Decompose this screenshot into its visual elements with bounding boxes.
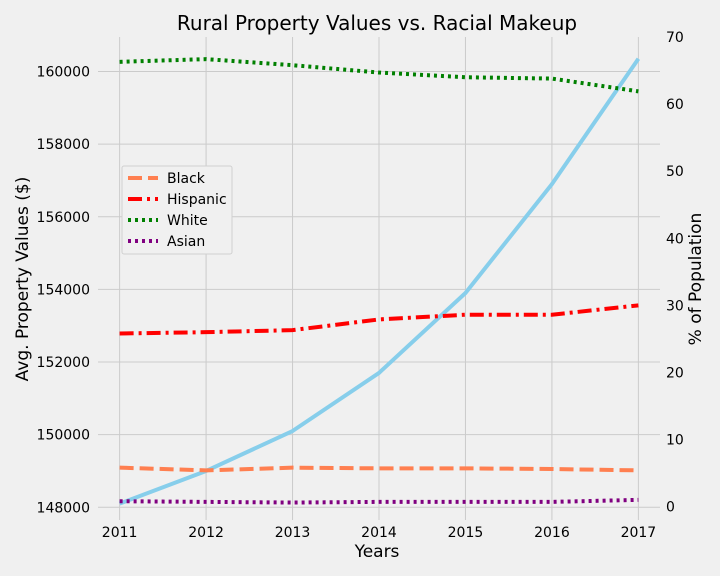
- right-tick-label: 0: [666, 500, 675, 516]
- series-line-black: [119, 465, 639, 473]
- series-line-white: [119, 57, 639, 94]
- x-tick-label: 2011: [102, 525, 138, 541]
- series: [118, 57, 641, 506]
- left-tick-label: 156000: [37, 210, 90, 226]
- right-tick-label: 40: [666, 231, 684, 247]
- right-tick-label: 50: [666, 164, 684, 180]
- legend-box: [121, 165, 233, 255]
- legend-label-black: Black: [167, 171, 206, 187]
- right-axis-ticks: 0 10 20 30 40 50 60 70: [666, 30, 684, 516]
- x-axis-label: Years: [354, 542, 400, 562]
- left-tick-label: 148000: [37, 500, 90, 516]
- right-tick-label: 20: [666, 365, 684, 381]
- left-tick-label: 158000: [37, 137, 90, 153]
- legend: Black Hispanic White Asian: [121, 165, 233, 255]
- x-tick-label: 2012: [188, 525, 224, 541]
- x-tick-label: 2015: [448, 525, 484, 541]
- series-line-hispanic: [119, 303, 639, 336]
- left-tick-label: 150000: [37, 428, 90, 444]
- left-tick-label: 152000: [37, 355, 90, 371]
- right-tick-label: 10: [666, 433, 684, 449]
- x-tick-label: 2013: [275, 525, 311, 541]
- left-tick-label: 160000: [37, 65, 90, 81]
- left-tick-label: 154000: [37, 282, 90, 298]
- legend-label-hispanic: Hispanic: [167, 192, 227, 208]
- left-axis-ticks: 148000 150000 152000 154000 156000 158000 1600…: [37, 65, 90, 517]
- series-line-asian: [119, 497, 639, 505]
- right-tick-label: 70: [666, 30, 684, 46]
- x-tick-label: 2016: [534, 525, 570, 541]
- right-tick-label: 30: [666, 298, 684, 314]
- x-tick-label: 2014: [361, 525, 397, 541]
- x-tick-label: 2017: [621, 525, 657, 541]
- chart-title: Rural Property Values vs. Racial Makeup: [177, 11, 577, 35]
- right-axis-label: % of Population: [686, 213, 706, 346]
- left-axis-label: Avg. Property Values ($): [13, 177, 33, 382]
- legend-label-white: White: [167, 213, 208, 229]
- x-axis-ticks: 2011 2012 2013 2014 2015 2016 2017: [102, 525, 656, 541]
- legend-label-asian: Asian: [167, 234, 205, 250]
- right-tick-label: 60: [666, 97, 684, 113]
